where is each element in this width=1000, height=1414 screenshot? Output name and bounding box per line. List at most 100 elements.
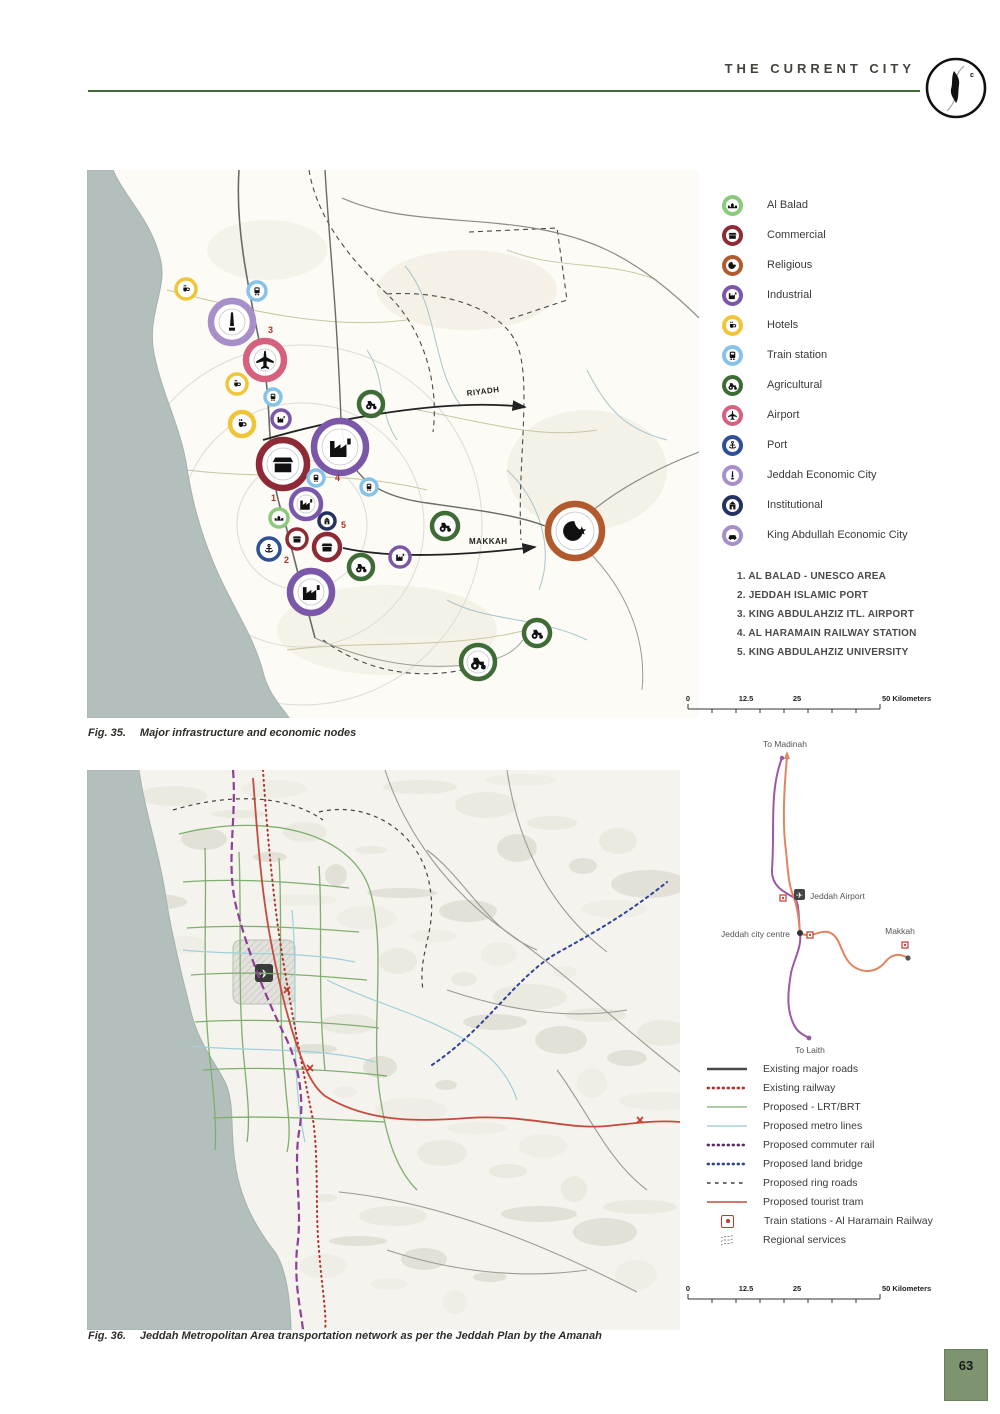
svg-text:50 Kilometers: 50 Kilometers xyxy=(882,1284,931,1293)
airport-icon xyxy=(722,404,743,426)
map-node-train-station xyxy=(246,280,268,302)
religious-icon xyxy=(722,254,743,276)
institutional-icon xyxy=(722,494,743,516)
to-laith-label: To Laith xyxy=(795,1045,825,1055)
svg-text:50 Kilometers: 50 Kilometers xyxy=(882,694,931,703)
map-node-agricultural xyxy=(346,552,376,582)
map-node-industrial xyxy=(388,545,412,569)
train-station-marker-icon xyxy=(721,1214,734,1228)
fig36-scale-bar: 0 12.5 25 50 Kilometers xyxy=(686,1284,931,1303)
schematic-stations xyxy=(779,894,909,949)
map-node-commercial xyxy=(255,436,311,492)
svg-text:✈: ✈ xyxy=(796,891,803,900)
existing-major-roads-swatch xyxy=(707,1067,747,1071)
king-abdullah-economic-city-icon xyxy=(722,524,743,546)
map-node-number: 1 xyxy=(271,493,276,503)
note-item: 4. AL HARAMAIN RAILWAY STATION xyxy=(737,628,917,639)
map-node-commercial xyxy=(311,531,343,563)
map-node-airport xyxy=(242,337,288,383)
jeddah-city-centre-label: Jeddah city centre xyxy=(721,929,790,939)
legend-item-religious: Religious xyxy=(722,254,972,276)
map-node-religious xyxy=(544,500,606,562)
legend-item-commercial: Commercial xyxy=(722,224,972,246)
legend-item-proposed-ring-roads: Proposed ring roads xyxy=(705,1176,965,1190)
makkah-label: Makkah xyxy=(885,926,915,936)
svg-text:25: 25 xyxy=(793,694,801,703)
fig36-caption: Fig. 36. Jeddah Metropolitan Area transpo… xyxy=(88,1330,602,1342)
map-node-institutional xyxy=(317,511,337,531)
station-markers xyxy=(283,986,644,1124)
fig35-legend: Al Balad Commercial Religious Industrial… xyxy=(722,194,972,546)
page-title: THE CURRENT CITY xyxy=(724,61,915,76)
fig36-map: ✈ xyxy=(87,770,680,1330)
map-node-number: 5 xyxy=(341,520,346,530)
legend-item-hotels: Hotels xyxy=(722,314,972,336)
map-node-industrial xyxy=(286,567,336,617)
map-node-hotels xyxy=(225,372,249,396)
map-node-agricultural xyxy=(458,642,498,682)
jeddah-economic-city-icon xyxy=(722,464,743,486)
industrial-icon xyxy=(722,284,743,306)
legend-item-existing-railway: Existing railway xyxy=(705,1081,965,1095)
map-node-agricultural xyxy=(429,510,461,542)
legend-item-institutional: Institutional xyxy=(722,494,972,516)
riyadh-label: RIYADH xyxy=(466,385,500,398)
port-icon xyxy=(722,434,743,456)
chapter-logo-icon: c xyxy=(925,57,987,119)
page-number: 63 xyxy=(958,1358,974,1373)
legend-item-jeddah-economic-city: Jeddah Economic City xyxy=(722,464,972,486)
map-node-commercial xyxy=(285,527,309,551)
fig35-map: RIYADH MAKKAH 1 2 3 4 5 xyxy=(87,170,699,718)
train-station-icon xyxy=(722,344,743,366)
map-node-al-balad xyxy=(268,507,290,529)
agricultural-icon xyxy=(722,374,743,396)
fig36-legend: Existing major roads Existing railway Pr… xyxy=(705,1062,965,1247)
map-node-train-station xyxy=(359,477,379,497)
schematic-orange-line xyxy=(782,756,909,972)
fig36-schematic: To Madinah ✈ Jeddah Airport Jeddah city … xyxy=(721,739,915,1055)
map-node-industrial xyxy=(288,486,324,522)
svg-text:12.5: 12.5 xyxy=(739,1284,754,1293)
fig35-caption: Fig. 35. Major infrastructure and economi… xyxy=(88,727,356,739)
map-node-jeddah-economic-city xyxy=(207,297,257,347)
map-node-agricultural xyxy=(521,617,553,649)
map-node-train-station xyxy=(263,387,283,407)
page-number-tab: 63 xyxy=(944,1349,988,1401)
legend-item-agricultural: Agricultural xyxy=(722,374,972,396)
proposed-tourist-tram-swatch xyxy=(707,1201,747,1203)
fig35-caption-text: Major infrastructure and economic nodes xyxy=(139,727,357,739)
legend-item-existing-major-roads: Existing major roads xyxy=(705,1062,965,1076)
fig35-scale-bar: 0 12.5 25 50 Kilometers xyxy=(686,694,931,713)
note-item: 5. KING ABDULAHZIZ UNIVERSITY xyxy=(737,647,909,658)
hotels-icon xyxy=(722,314,743,336)
legend-item-proposed-tourist-tram: Proposed tourist tram xyxy=(705,1195,965,1209)
legend-item-proposed-commuter-rail: Proposed commuter rail xyxy=(705,1138,965,1152)
proposed-lrt-brt-swatch xyxy=(707,1106,747,1108)
makkah-label: MAKKAH xyxy=(469,537,508,546)
note-item: 3. KING ABDULAHZIZ ITL. AIRPORT xyxy=(737,609,915,620)
note-item: 2. JEDDAH ISLAMIC PORT xyxy=(737,590,869,601)
svg-text:25: 25 xyxy=(793,1284,801,1293)
commercial-icon xyxy=(722,224,743,246)
sea-area xyxy=(87,170,290,718)
to-madinah-label: To Madinah xyxy=(763,739,807,749)
legend-item-king-abdullah-economic-city: King Abdullah Economic City xyxy=(722,524,972,546)
svg-text:c: c xyxy=(970,72,974,79)
map-node-number: 4 xyxy=(335,473,340,483)
legend-item-industrial: Industrial xyxy=(722,284,972,306)
proposed-land-bridge-swatch xyxy=(706,1162,749,1166)
legend-item-proposed-metro-lines: Proposed metro lines xyxy=(705,1119,965,1133)
legend-item-train-stations: Train stations - Al Haramain Railway xyxy=(705,1214,965,1228)
legend-item-port: Port xyxy=(722,434,972,456)
legend-item-al-balad: Al Balad xyxy=(722,194,972,216)
riyadh-arrow xyxy=(262,400,527,441)
legend-item-train-station: Train station xyxy=(722,344,972,366)
header-rule xyxy=(88,90,920,92)
map-node-port xyxy=(256,536,282,562)
map-node-hotels xyxy=(174,277,198,301)
legend-item-regional-services: Regional services xyxy=(705,1233,965,1247)
svg-text:0: 0 xyxy=(686,1284,690,1293)
makkah-arrow xyxy=(342,543,537,556)
map-node-agricultural xyxy=(356,389,386,419)
